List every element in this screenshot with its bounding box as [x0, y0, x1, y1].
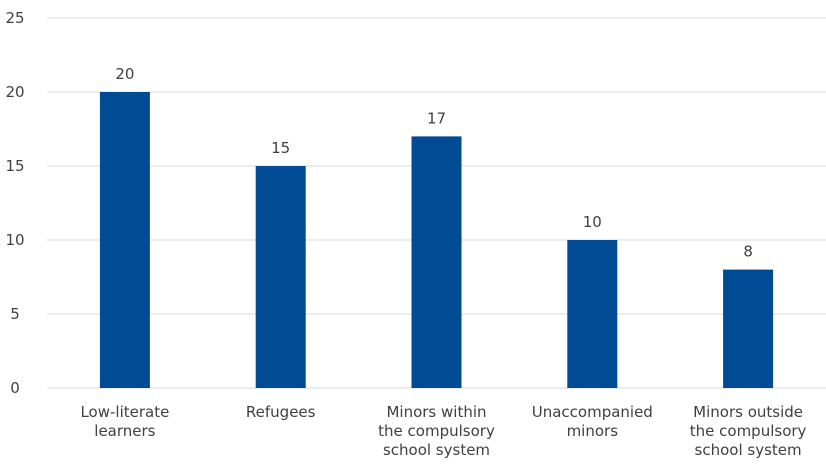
data-labels: 20 15 17 10 8	[115, 65, 753, 261]
y-tick-label: 10	[5, 231, 24, 249]
data-label: 15	[271, 139, 290, 157]
bar	[567, 240, 618, 388]
data-label: 8	[743, 243, 753, 261]
category-label: Refugees	[246, 403, 316, 421]
y-tick-label: 5	[10, 305, 20, 323]
category-label: Unaccompanied minors	[532, 403, 653, 440]
data-label: 10	[583, 213, 602, 231]
category-label: Minors within the compulsory school system	[378, 403, 495, 459]
y-tick-label: 0	[10, 379, 20, 397]
y-tick-label: 25	[5, 9, 24, 27]
x-axis-labels: Low-literate learners Refugees Minors withi…	[80, 403, 806, 459]
y-tick-label: 15	[5, 157, 24, 175]
data-label: 20	[115, 65, 134, 83]
bar	[99, 92, 150, 388]
y-tick-label: 20	[5, 83, 24, 101]
category-label: Low-literate learners	[80, 403, 169, 440]
bar	[723, 269, 774, 388]
category-label: Minors outside the compulsory school syste…	[690, 403, 807, 459]
y-axis-ticks: 0 5 10 15 20 25	[5, 9, 24, 397]
bar	[411, 136, 462, 388]
data-label: 17	[427, 109, 446, 127]
bars	[99, 92, 774, 388]
bar	[255, 166, 306, 388]
